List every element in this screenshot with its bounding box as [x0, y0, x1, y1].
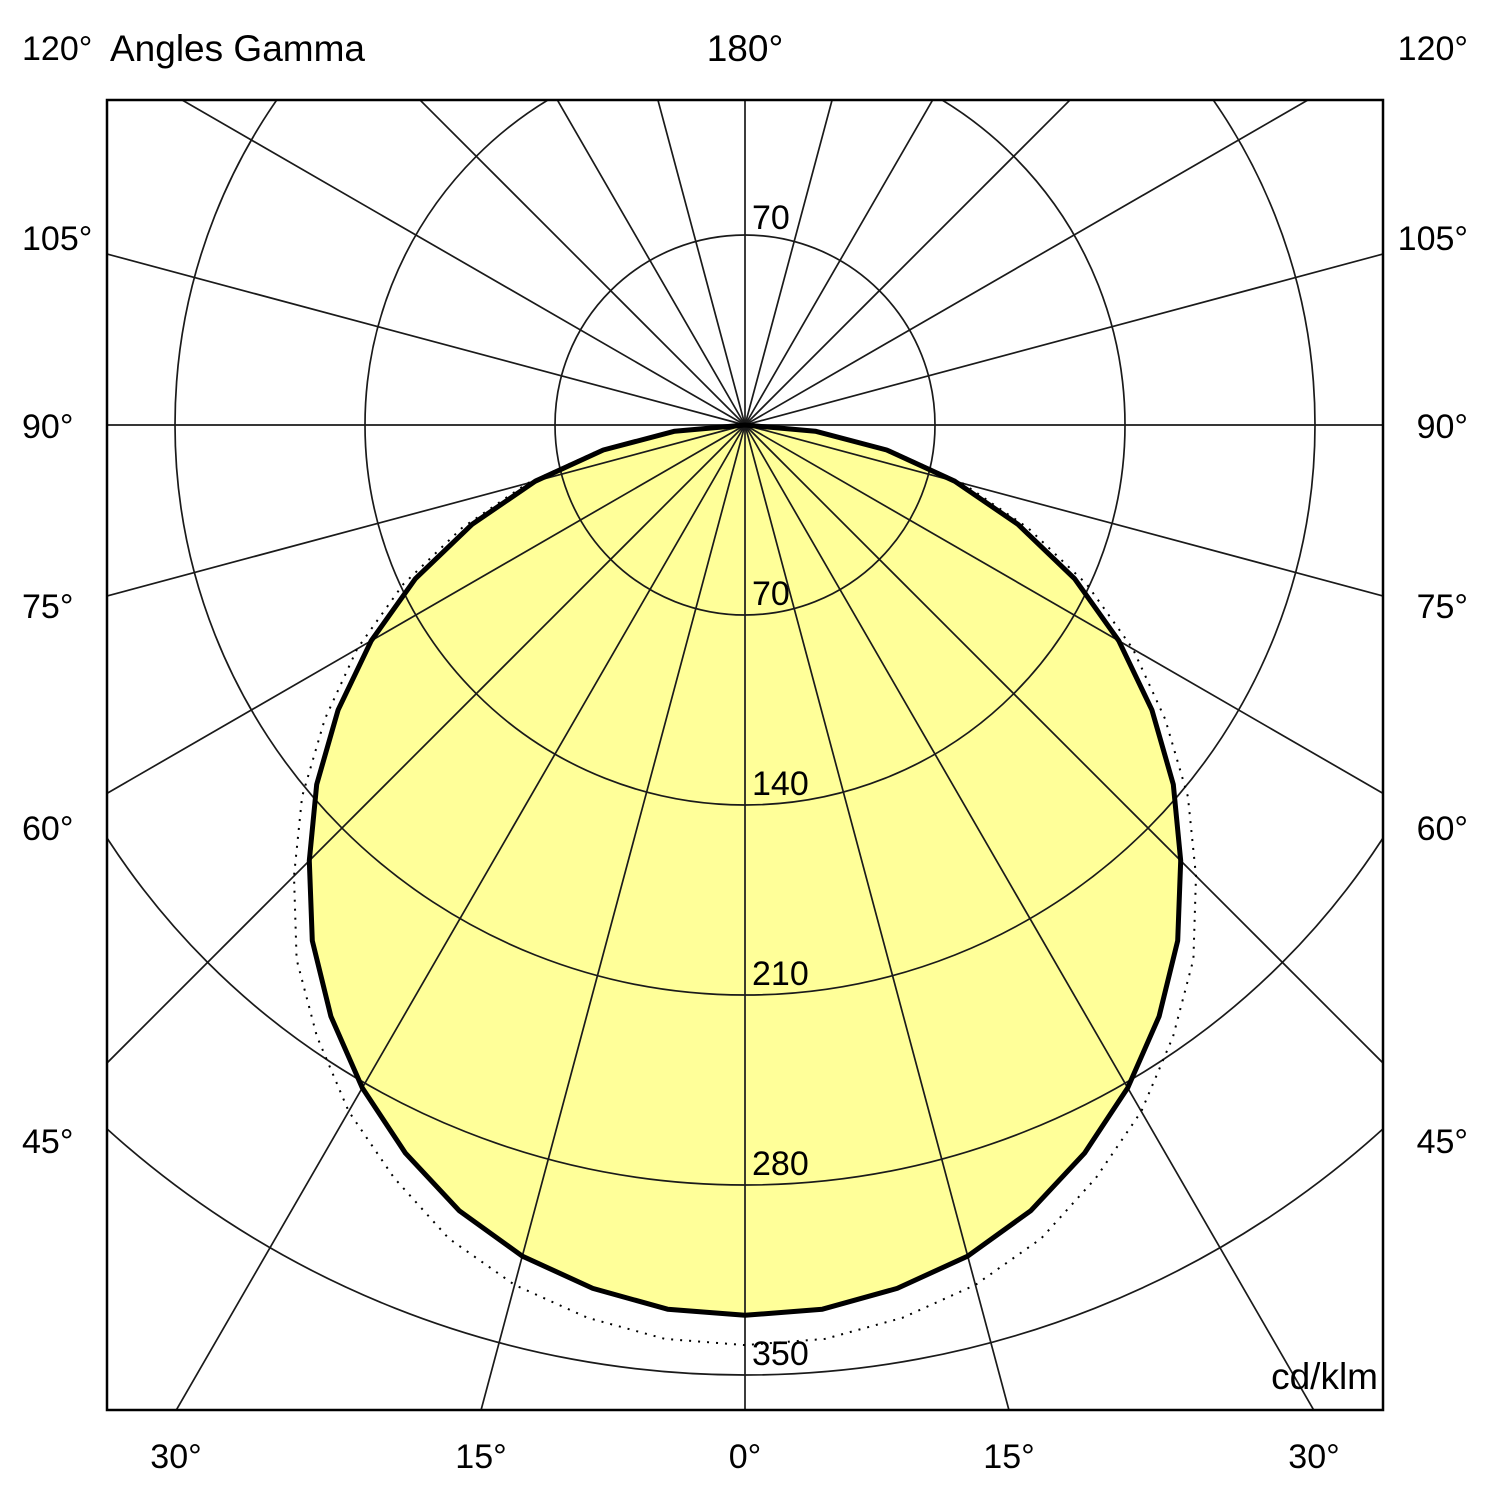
gamma-angle-label-right: 75°: [1417, 588, 1468, 626]
gamma-angle-label-left: 60°: [22, 810, 73, 848]
gamma-angle-label-bottom: 15°: [983, 1438, 1034, 1476]
gamma-angle-label-right: 45°: [1417, 1123, 1468, 1161]
gamma-angle-label-right: 105°: [1398, 220, 1468, 258]
gamma-angle-label-left: 45°: [22, 1123, 73, 1161]
gamma-angle-label-left: 120°: [22, 30, 92, 68]
gamma-angle-label-bottom: 15°: [455, 1438, 506, 1476]
gamma-angle-label-bottom: 30°: [150, 1438, 201, 1476]
radial-tick-label-top: 70: [752, 199, 790, 237]
gamma-angle-label-left: 105°: [22, 220, 92, 258]
radial-tick-label: 210: [752, 955, 809, 993]
gamma-angle-label-left: 75°: [22, 588, 73, 626]
solid-intensity-curve: [306, 422, 1184, 1318]
top-axis-label: 180°: [706, 28, 784, 69]
gamma-angle-label-bottom: 30°: [1288, 1438, 1339, 1476]
unit-label: cd/klm: [1271, 1356, 1378, 1397]
plot-border: [105, 98, 1385, 1412]
radial-tick-label: 140: [752, 765, 809, 803]
radial-tick-label: 70: [752, 575, 790, 613]
radial-tick-label: 280: [752, 1145, 809, 1183]
gamma-angle-label-right: 60°: [1417, 810, 1468, 848]
radial-tick-label: 350: [752, 1335, 809, 1373]
gamma-angle-label-bottom: 0°: [729, 1438, 762, 1476]
chart-title: Angles Gamma: [110, 28, 365, 69]
gamma-angle-label-right: 90°: [1417, 408, 1468, 446]
gamma-angle-label-left: 90°: [22, 408, 73, 446]
gamma-angle-label-right: 120°: [1398, 30, 1468, 68]
